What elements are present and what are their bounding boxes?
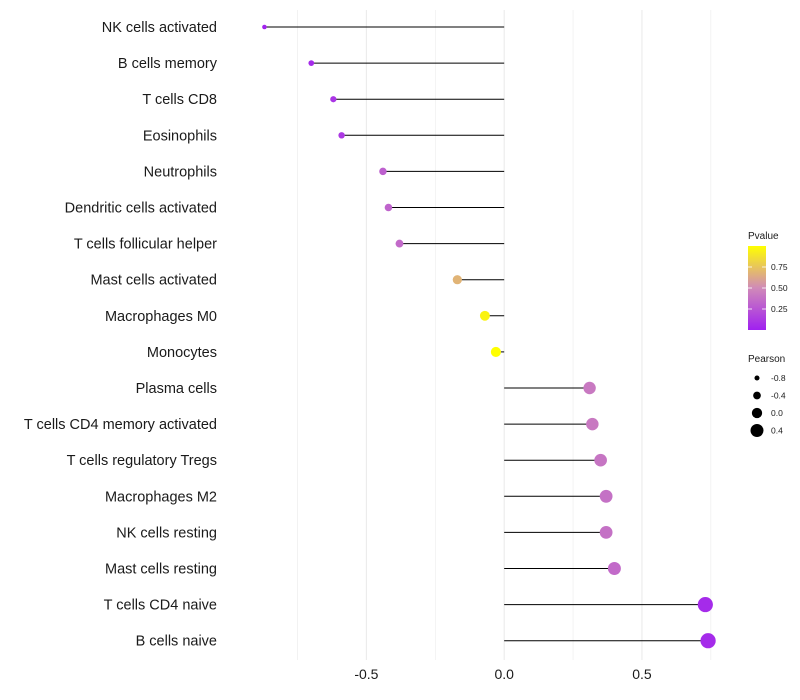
point-16: [697, 597, 713, 613]
x-tick-label-1: 0.0: [494, 666, 514, 682]
x-tick-label-2: 0.5: [632, 666, 652, 682]
point-8: [479, 310, 490, 321]
point-3: [338, 132, 345, 139]
point-4: [379, 167, 387, 176]
category-label-3: Eosinophils: [143, 128, 217, 144]
pvalue-legend: Pvalue 0.25 0.50 0.75: [748, 231, 788, 330]
category-label-2: T cells CD8: [142, 92, 217, 108]
pearson-legend-dot-2: [751, 407, 763, 419]
pvalue-colorbar: [748, 246, 766, 330]
category-label-11: T cells CD4 memory activated: [24, 417, 217, 433]
category-label-13: Macrophages M2: [105, 489, 217, 505]
point-10: [583, 381, 596, 395]
stems-layer: [264, 26, 709, 642]
pearson-legend-dot-1: [753, 391, 761, 400]
point-7: [452, 275, 462, 285]
points-layer: [262, 24, 716, 649]
point-15: [607, 562, 621, 575]
pearson-legend-label-3: 0.4: [771, 426, 783, 436]
point-1: [308, 60, 315, 66]
point-9: [490, 346, 501, 357]
point-5: [384, 203, 393, 212]
point-11: [586, 417, 599, 431]
pearson-legend-label-2: 0.0: [771, 408, 783, 418]
point-6: [395, 239, 404, 248]
category-label-12: T cells regulatory Tregs: [67, 453, 217, 469]
pvalue-legend-title: Pvalue: [748, 231, 779, 242]
pearson-legend-label-0: -0.8: [771, 373, 786, 383]
pearson-legend-label-1: -0.4: [771, 391, 786, 401]
category-label-6: T cells follicular helper: [74, 237, 217, 253]
point-2: [330, 96, 337, 103]
category-label-15: Mast cells resting: [105, 562, 217, 578]
point-13: [599, 489, 613, 503]
category-labels: NK cells activated B cells memory T cells …: [24, 20, 218, 650]
pvalue-tick-label-1: 0.50: [771, 283, 788, 293]
category-label-17: B cells naive: [136, 634, 217, 650]
category-label-1: B cells memory: [118, 56, 218, 72]
category-label-4: Neutrophils: [144, 164, 217, 180]
category-label-9: Monocytes: [147, 345, 217, 361]
pvalue-tick-label-2: 0.75: [771, 262, 788, 272]
pearson-legend-title: Pearson: [748, 354, 785, 365]
point-12: [594, 453, 607, 467]
category-label-7: Mast cells activated: [90, 273, 217, 289]
category-label-8: Macrophages M0: [105, 309, 217, 325]
pvalue-tick-label-0: 0.25: [771, 304, 788, 314]
pearson-legend: Pearson -0.8 -0.4 0.0 0.4: [748, 354, 786, 437]
category-label-10: Plasma cells: [136, 381, 217, 397]
x-tick-label-0: -0.5: [354, 666, 378, 682]
category-label-0: NK cells activated: [102, 20, 217, 36]
category-label-5: Dendritic cells activated: [65, 201, 217, 217]
point-0: [262, 24, 267, 30]
category-label-14: NK cells resting: [116, 525, 217, 541]
category-label-16: T cells CD4 naive: [104, 598, 217, 614]
grid-layer: [297, 10, 712, 660]
pearson-legend-dot-0: [754, 375, 760, 381]
point-14: [599, 526, 613, 539]
x-tick-labels: -0.5 0.0 0.5: [354, 666, 652, 682]
point-17: [700, 633, 716, 649]
pearson-legend-dot-3: [750, 424, 764, 437]
